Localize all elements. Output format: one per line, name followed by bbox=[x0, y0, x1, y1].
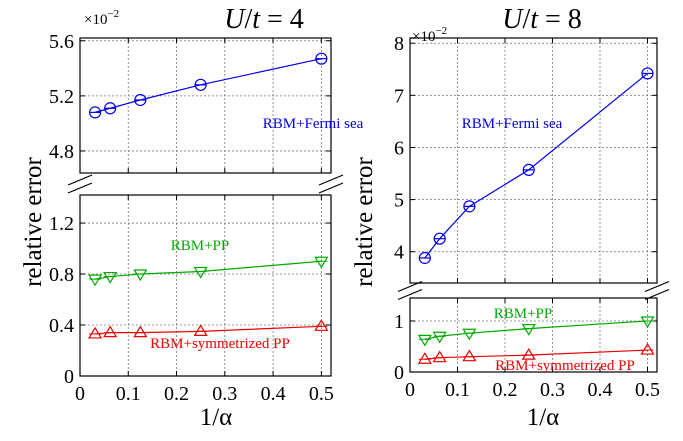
data-point bbox=[462, 328, 477, 341]
data-point bbox=[521, 347, 536, 360]
data-point bbox=[432, 350, 447, 363]
series-line bbox=[95, 325, 322, 335]
x-tick-label: 0.2 bbox=[493, 379, 518, 401]
y-tick-label: 0.4 bbox=[49, 315, 74, 337]
lower-panel-frame bbox=[79, 194, 332, 377]
series-rbm-symmetrized-pp: RBM+symmetrized PP bbox=[417, 342, 655, 374]
y-tick-label: 1.2 bbox=[49, 213, 74, 235]
series-rbm-pp: RBM+PP bbox=[417, 306, 655, 347]
series-rbm-symmetrized-pp: RBM+symmetrized PP bbox=[88, 319, 329, 352]
data-point bbox=[432, 331, 447, 344]
x-tick-label: 0.3 bbox=[540, 379, 565, 401]
lower-panel-frame bbox=[409, 297, 658, 373]
axis-break-mark bbox=[318, 174, 344, 186]
chart-title: U/t = 4 bbox=[224, 4, 304, 35]
y-tick-label: 6 bbox=[394, 137, 404, 159]
x-tick-label: 0.2 bbox=[164, 383, 189, 405]
axis-break-mark bbox=[397, 288, 423, 301]
series-line bbox=[94, 58, 322, 113]
data-point bbox=[103, 325, 118, 338]
axis-break-mark bbox=[644, 288, 670, 301]
series-label: RBM+symmetrized PP bbox=[150, 336, 290, 352]
data-point bbox=[640, 342, 655, 355]
series-label: RBM+Fermi sea bbox=[263, 116, 364, 132]
axis-break-mark bbox=[318, 182, 344, 194]
chart-u4: U/t = 4 ×10−2 relative error 1/α 4.8 5.2 5… bbox=[20, 4, 364, 431]
series-label: RBM+PP bbox=[494, 306, 553, 322]
y-tick-label: 4.8 bbox=[49, 141, 74, 163]
axis-break-mask bbox=[319, 178, 343, 190]
x-tick-label: 0.4 bbox=[588, 379, 613, 401]
data-point bbox=[521, 324, 536, 336]
x-axis-label: 1/α bbox=[200, 404, 233, 431]
data-point bbox=[103, 271, 118, 284]
series-line bbox=[424, 320, 648, 340]
data-point bbox=[133, 325, 148, 338]
y-tick-label: 4 bbox=[394, 242, 404, 264]
lower-panel: 0 0.4 0.8 1.2 bbox=[49, 194, 332, 388]
y-axis-label: relative error bbox=[351, 156, 378, 286]
y-multiplier: ×10−2 bbox=[84, 8, 119, 28]
series-line bbox=[94, 260, 322, 280]
x-tick-label: 0 bbox=[405, 379, 415, 401]
upper-panel: 4 5 6 7 8 bbox=[394, 33, 658, 284]
data-point bbox=[462, 349, 477, 362]
upper-panel: 4.8 5.2 5.6 bbox=[49, 31, 332, 174]
y-tick-label: 5.2 bbox=[49, 86, 74, 108]
data-point bbox=[417, 334, 432, 347]
y-tick-label: 1 bbox=[394, 311, 404, 333]
series-label: RBM+Fermi sea bbox=[462, 116, 563, 132]
data-point bbox=[88, 274, 103, 287]
data-point bbox=[88, 326, 103, 339]
y-tick-label: 7 bbox=[394, 85, 404, 107]
axis-break-mark bbox=[67, 174, 93, 186]
x-tick-label: 0.1 bbox=[445, 379, 470, 401]
series-rbm-fermi-sea: RBM+Fermi sea bbox=[418, 67, 654, 265]
x-tick-label: 0.1 bbox=[116, 383, 141, 405]
x-tick-label: 0 bbox=[75, 383, 85, 405]
data-point bbox=[133, 269, 148, 282]
series-label: RBM+PP bbox=[171, 238, 230, 254]
y-tick-label: 0.8 bbox=[49, 264, 74, 286]
axis-break-mark bbox=[644, 280, 670, 293]
data-point bbox=[193, 324, 208, 336]
upper-panel-frame bbox=[79, 37, 332, 174]
axis-break-mark bbox=[397, 280, 423, 293]
series-rbm-pp: RBM+PP bbox=[88, 238, 329, 287]
axis-break-mask bbox=[398, 284, 422, 297]
y-axis-label: relative error bbox=[20, 156, 47, 286]
chart-u8: U/t = 8 ×10−2 relative error 1/α 4567801… bbox=[351, 4, 670, 431]
x-tick-label: 0.5 bbox=[635, 379, 660, 401]
series-line bbox=[424, 72, 648, 259]
x-tick-label: 0.3 bbox=[212, 383, 237, 405]
data-point bbox=[314, 256, 329, 269]
x-axis-label: 1/α bbox=[527, 404, 560, 431]
x-tick-label: 0.4 bbox=[261, 383, 286, 405]
axis-break-mask bbox=[68, 178, 92, 190]
chart-title: U/t = 8 bbox=[502, 4, 582, 35]
axis-break-mask bbox=[645, 284, 669, 297]
data-point bbox=[314, 319, 329, 331]
series-rbm-fermi-sea: RBM+Fermi sea bbox=[88, 52, 364, 132]
x-tick-label: 0.5 bbox=[309, 383, 334, 405]
lower-panel: 01 bbox=[394, 297, 658, 384]
y-tick-label: 0 bbox=[394, 362, 404, 384]
axis-break-mark bbox=[67, 182, 93, 194]
y-multiplier: ×10−2 bbox=[412, 25, 447, 45]
y-tick-label: 5 bbox=[394, 190, 404, 212]
y-tick-label: 8 bbox=[394, 33, 404, 55]
data-point bbox=[640, 316, 655, 329]
data-point bbox=[417, 352, 432, 364]
upper-panel-frame bbox=[409, 37, 658, 284]
data-point bbox=[193, 266, 208, 279]
series-label: RBM+symmetrized PP bbox=[495, 358, 635, 374]
y-tick-label: 0 bbox=[64, 366, 74, 388]
y-tick-label: 5.6 bbox=[49, 31, 74, 53]
